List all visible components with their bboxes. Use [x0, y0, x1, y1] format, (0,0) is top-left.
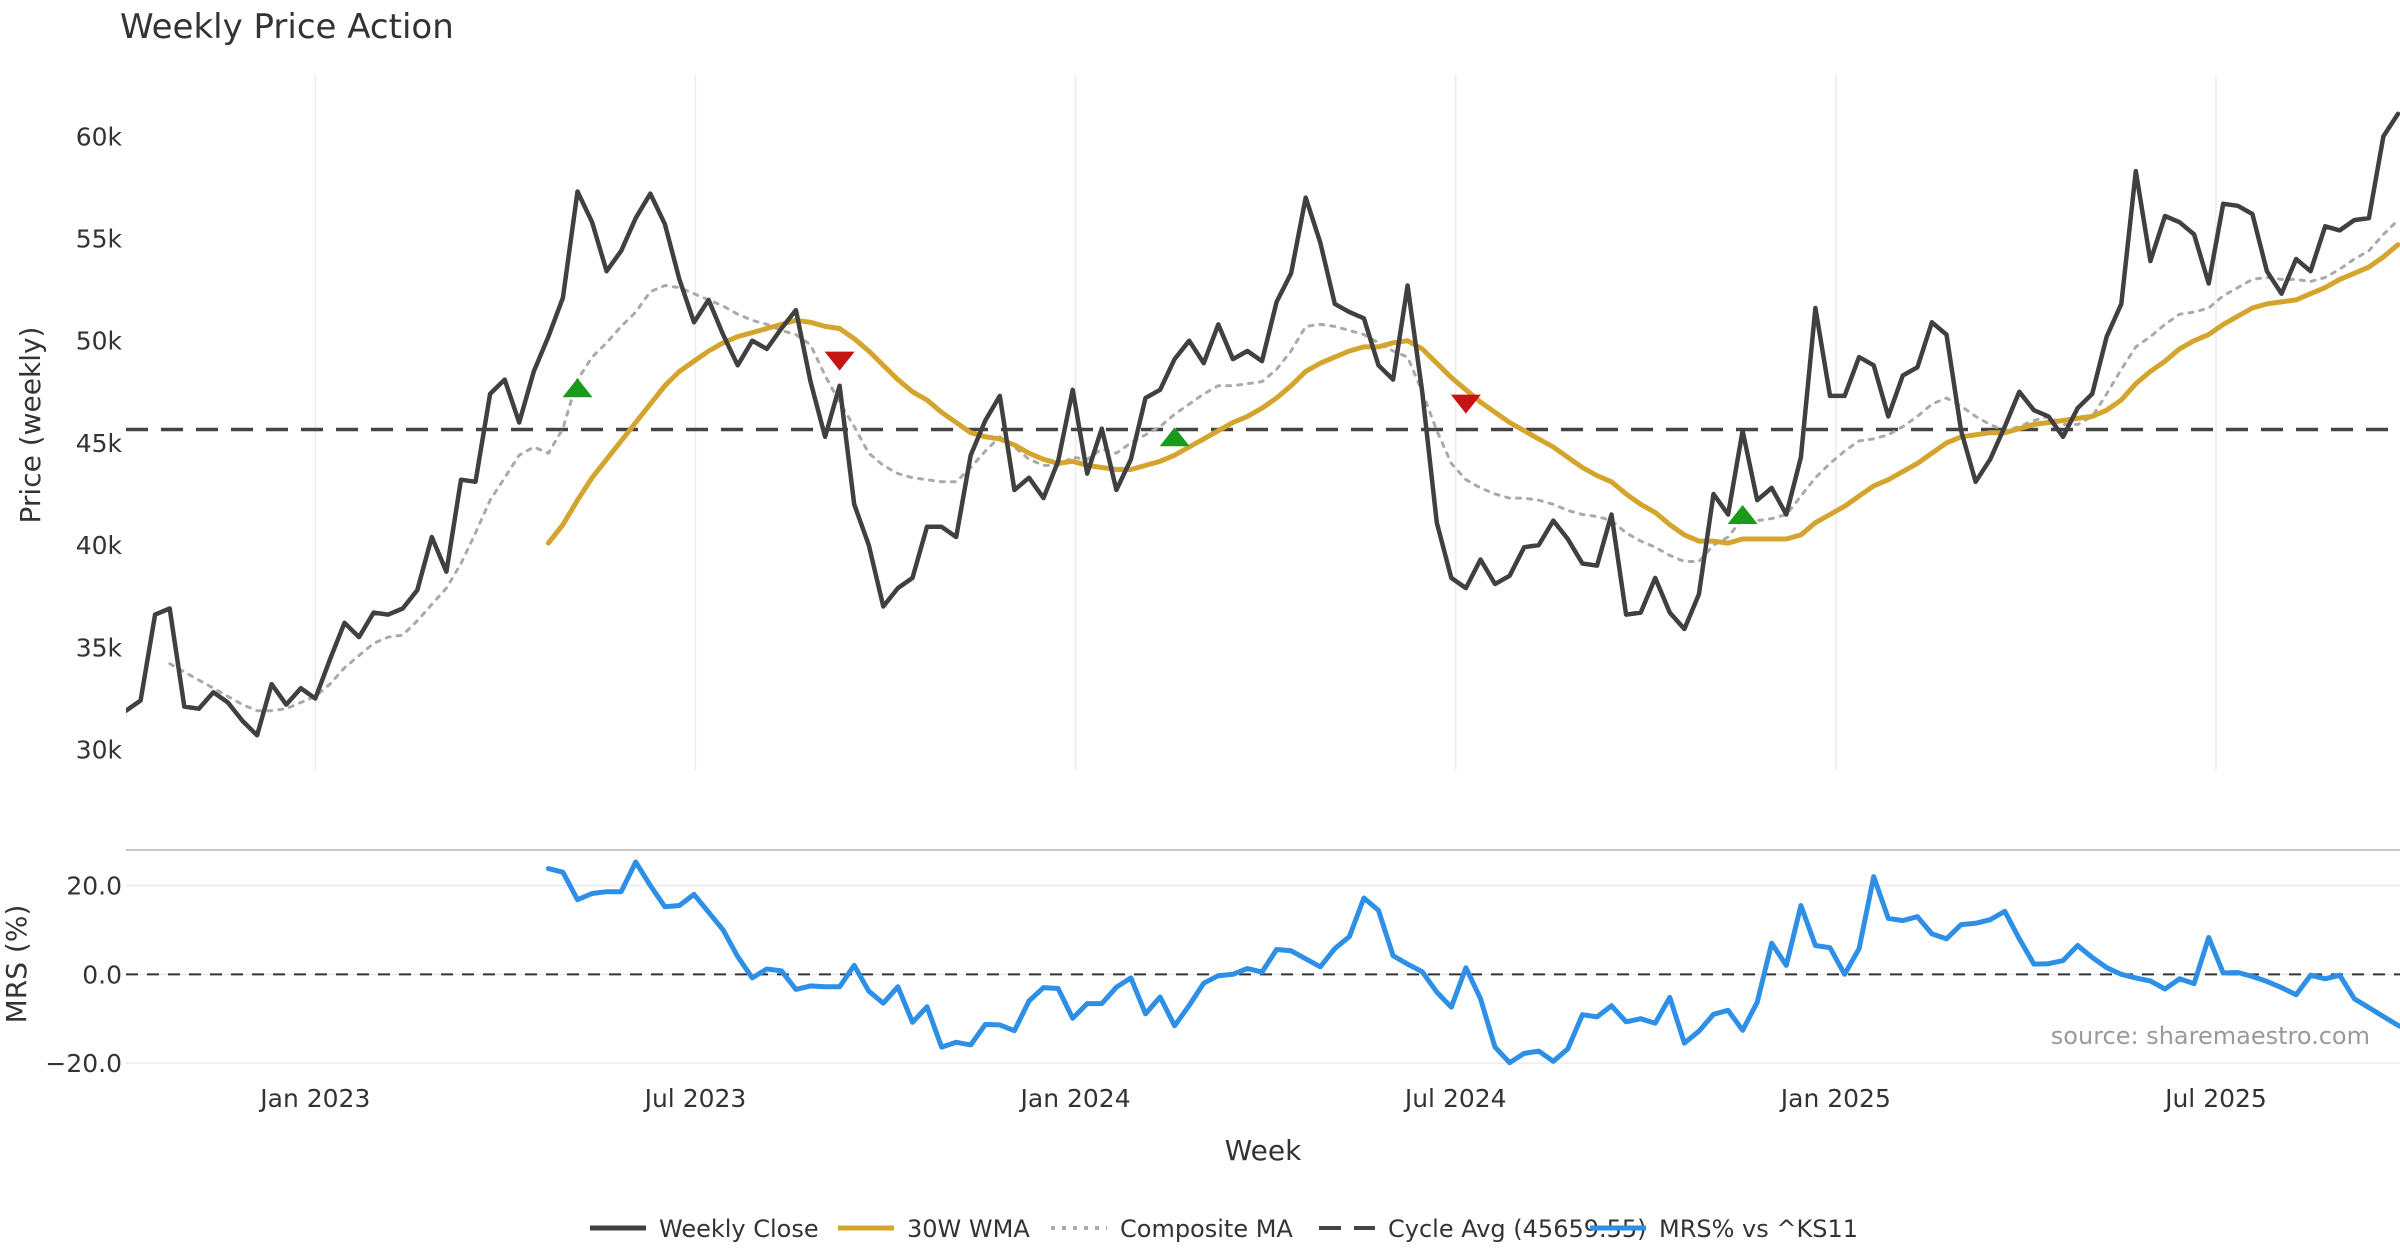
price-y-tick-label: 35k	[76, 633, 123, 662]
price-y-tick-label: 60k	[76, 122, 123, 151]
signal-layer	[562, 351, 1758, 524]
x-axis-label: Week	[1225, 1134, 1302, 1167]
mrs-y-tick-label: 20.0	[66, 872, 122, 901]
grid-layer	[126, 75, 2400, 1064]
legend-label: Weekly Close	[659, 1215, 819, 1243]
price-y-tick-label: 50k	[76, 327, 123, 356]
legend-label: MRS% vs ^KS11	[1659, 1215, 1858, 1243]
legend-label: Composite MA	[1120, 1215, 1293, 1243]
x-tick-label: Jul 2023	[643, 1084, 747, 1113]
price-y-tick-label: 30k	[76, 736, 123, 765]
mrs-y-tick-label: −20.0	[45, 1049, 122, 1078]
legend-item: 30W WMA	[838, 1215, 1030, 1243]
legend-item: Composite MA	[1051, 1215, 1293, 1243]
legend-label: 30W WMA	[907, 1215, 1030, 1243]
series-weekly-close	[126, 111, 2400, 738]
chart-title: Weekly Price Action	[120, 7, 454, 47]
mrs-y-tick-label: 0.0	[82, 960, 122, 989]
sell-signal-marker	[824, 351, 855, 371]
x-tick-label: Jan 2024	[1019, 1084, 1131, 1113]
legend: Weekly Close 30W WMA Composite MA Cycle Avg…	[590, 1215, 1858, 1243]
series-30w-wma	[545, 242, 2400, 546]
buy-signal-marker	[562, 378, 593, 398]
legend-item: Weekly Close	[590, 1215, 819, 1243]
x-tick-label: Jan 2023	[258, 1084, 370, 1113]
legend-item: MRS% vs ^KS11	[1590, 1215, 1858, 1243]
x-tick-label: Jul 2024	[1403, 1084, 1507, 1113]
price-y-axis-label: Price (weekly)	[14, 327, 47, 524]
source-note: source: sharemaestro.com	[2051, 1022, 2370, 1050]
series-mrs-vs-ks11	[545, 859, 2400, 1066]
x-tick-label: Jan 2025	[1779, 1084, 1891, 1113]
series-layer	[126, 111, 2400, 1066]
series-composite-ma	[168, 218, 2400, 713]
price-y-tick-label: 45k	[76, 429, 123, 458]
price-y-tick-label: 40k	[76, 531, 123, 560]
x-tick-label: Jul 2025	[2163, 1084, 2267, 1113]
price-y-tick-label: 55k	[76, 225, 123, 254]
tick-layer: 30k 35k 40k 45k 50k 55k 60k −20.0 0.0 20.0 Jan 202…	[45, 122, 2266, 1113]
buy-signal-marker	[1727, 504, 1758, 524]
buy-signal-marker	[1159, 427, 1190, 447]
sell-signal-marker	[1450, 394, 1481, 414]
mrs-y-axis-label: MRS (%)	[0, 905, 33, 1024]
